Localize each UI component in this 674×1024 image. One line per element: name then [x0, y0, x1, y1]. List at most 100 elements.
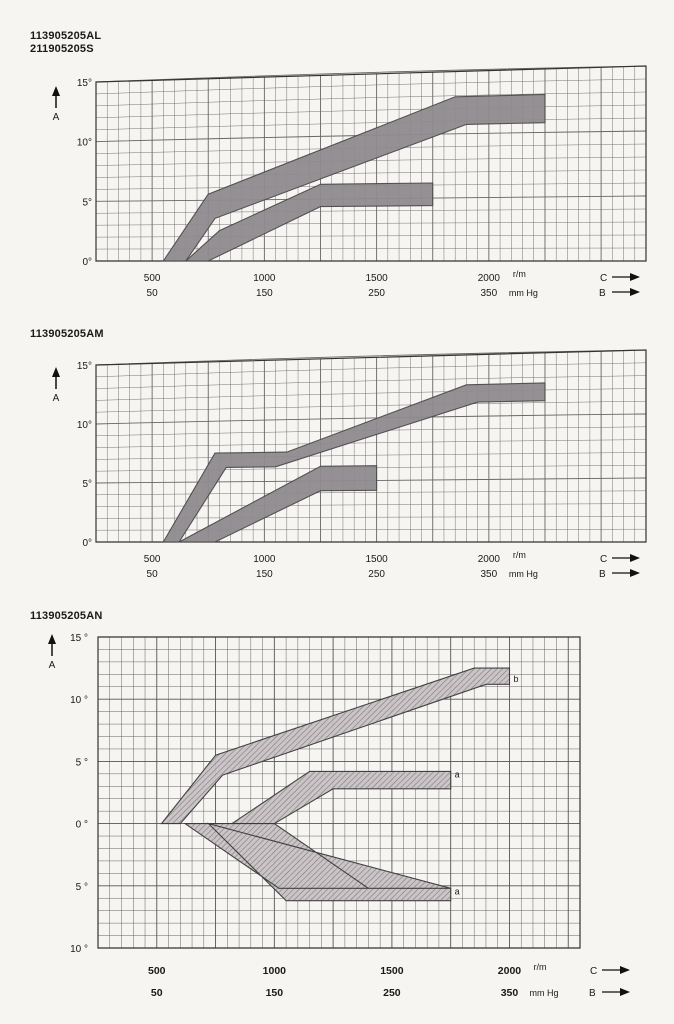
- y-tick-label: 15°: [77, 78, 92, 89]
- band-lower-band: [178, 465, 378, 543]
- band-upper-band: [162, 382, 546, 543]
- x-tick-label-rpm: 1000: [263, 965, 287, 977]
- y-axis-label: A: [53, 112, 60, 123]
- x-tick-label-rpm: 500: [144, 273, 161, 284]
- chart-2-title: 113905205AM: [30, 328, 104, 341]
- x-tick-label-mmhg: 250: [368, 569, 385, 580]
- y-tick-label: 15°: [77, 361, 92, 372]
- gridline-y: [95, 117, 647, 130]
- band-label: b: [513, 674, 518, 684]
- gridline-y: [95, 349, 647, 366]
- gridline-y: [95, 375, 647, 389]
- x-tick-label-rpm: 500: [144, 554, 161, 565]
- gridline-y: [95, 78, 647, 95]
- y-axis-arrow-head: [48, 634, 56, 644]
- x-tick-label-mmhg: 350: [501, 987, 519, 999]
- band-label: a: [455, 886, 460, 896]
- x-tick-label-rpm: 2000: [478, 554, 501, 565]
- chart-frame: [95, 349, 647, 543]
- y-axis-label: A: [49, 660, 56, 671]
- y-axis-arrow-head: [52, 367, 60, 377]
- y-axis-label: A: [53, 393, 60, 404]
- gridline-y: [95, 362, 647, 378]
- axis-b-label: B: [589, 988, 596, 999]
- x-tick-label-mmhg: 150: [266, 987, 284, 999]
- y-tick-label: 10 °: [70, 944, 88, 955]
- gridline-y: [95, 439, 647, 448]
- x-tick-label-mmhg: 250: [368, 288, 385, 299]
- unit-rpm: r/m: [513, 550, 526, 560]
- gridline-y: [95, 104, 647, 119]
- x-tick-label-rpm: 500: [148, 965, 166, 977]
- x-tick-label-rpm: 1000: [253, 273, 276, 284]
- chart-1: 113905205AL 211905205S 15° 10° 5° 0° A 500 50 1…: [0, 0, 674, 305]
- axis-c-label: C: [590, 966, 597, 977]
- y-tick-label: 10°: [77, 420, 92, 431]
- chart-frame: [97, 636, 581, 949]
- axis-b-arrow-head: [630, 288, 640, 296]
- y-tick-label: 0°: [82, 257, 92, 268]
- x-tick-label-rpm: 1500: [365, 273, 388, 284]
- gridline-y: [95, 388, 647, 401]
- y-tick-label: 10°: [77, 138, 92, 149]
- chart-1-title-line-1: 113905205AL: [30, 30, 102, 42]
- gridline-y: [95, 413, 647, 425]
- x-tick-label-mmhg: 350: [481, 288, 498, 299]
- chart-3-title-line-1: 113905205AN: [30, 610, 103, 622]
- x-tick-label-mmhg: 50: [147, 569, 159, 580]
- x-tick-label-mmhg: 50: [147, 288, 159, 299]
- axis-b-arrow-head: [630, 569, 640, 577]
- gridline-y: [95, 516, 647, 519]
- axis-c-arrow-head: [620, 966, 630, 974]
- y-tick-label: 5 °: [76, 882, 88, 893]
- x-tick-label-mmhg: 350: [481, 569, 498, 580]
- y-axis-arrow-head: [52, 86, 60, 96]
- chart-2-svg: 15° 10° 5° 0° A 500 50 1000 150 1500 250 2000 350 r/m…: [52, 349, 647, 580]
- band-a-advance-: [230, 770, 452, 825]
- gridline-y: [95, 91, 647, 107]
- chart-1-svg: 15° 10° 5° 0° A 500 50 1000 150 1500 250 2000 350 r/m…: [52, 65, 647, 299]
- unit-rpm: r/m: [513, 269, 526, 279]
- gridline-y: [95, 400, 647, 413]
- band-b: [160, 667, 511, 825]
- band-upper-band: [162, 93, 546, 262]
- chart-3-title: 113905205AN: [30, 610, 103, 623]
- gridline-y: [95, 65, 647, 83]
- x-tick-label-mmhg: 150: [256, 569, 273, 580]
- axis-b-label: B: [599, 288, 606, 299]
- y-tick-label: 5°: [82, 197, 92, 208]
- axis-b-arrow-head: [620, 988, 630, 996]
- unit-mmhg: mm Hg: [529, 988, 558, 998]
- band-a-retard-: [183, 822, 452, 902]
- x-tick-label-rpm: 2000: [498, 965, 522, 977]
- axis-c-label: C: [600, 554, 607, 565]
- y-tick-label: 10 °: [70, 695, 88, 706]
- axis-c-arrow-head: [630, 273, 640, 281]
- y-tick-label: 15 °: [70, 633, 88, 644]
- band-lower-band: [184, 182, 434, 262]
- unit-mmhg: mm Hg: [509, 569, 538, 579]
- x-tick-label-rpm: 1500: [365, 554, 388, 565]
- axis-c-arrow-head: [630, 554, 640, 562]
- gridline-y: [95, 452, 647, 460]
- y-tick-label: 5 °: [76, 757, 88, 768]
- unit-rpm: r/m: [533, 962, 546, 972]
- chart-1-title: 113905205AL 211905205S: [30, 30, 101, 56]
- chart-2: 113905205AM 15° 10° 5° 0° A 500 50 1000 150 1500 2…: [30, 328, 647, 580]
- unit-mmhg: mm Hg: [509, 288, 538, 298]
- gridline-y: [95, 234, 647, 238]
- axis-c-label: C: [600, 273, 607, 284]
- chart-2-title-line-1: 113905205AM: [30, 328, 104, 340]
- x-tick-label-mmhg: 150: [256, 288, 273, 299]
- y-tick-label: 5°: [82, 479, 92, 490]
- x-tick-label-rpm: 2000: [478, 273, 501, 284]
- y-tick-label: 0°: [82, 538, 92, 549]
- y-tick-label: 0 °: [76, 820, 88, 831]
- gridline-y: [95, 169, 647, 178]
- axis-b-label: B: [599, 569, 606, 580]
- chart-1-title-line-2: 211905205S: [30, 43, 94, 55]
- band-label: a: [455, 769, 460, 779]
- x-tick-label-rpm: 1500: [380, 965, 404, 977]
